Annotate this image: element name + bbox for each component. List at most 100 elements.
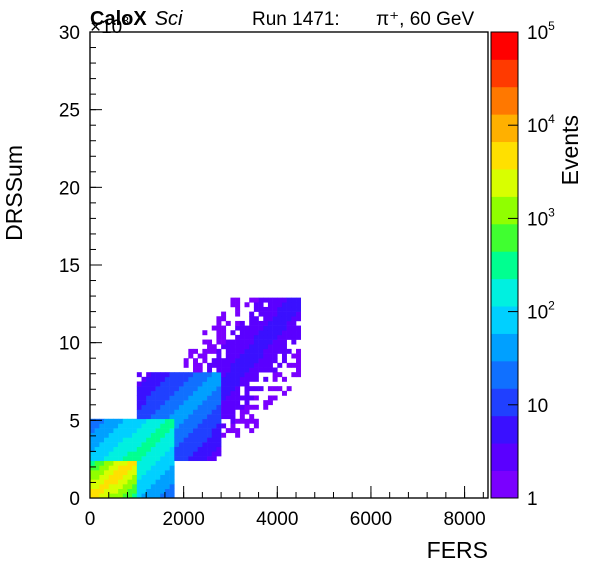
heatmap-cell	[197, 428, 203, 434]
heatmap-cell	[169, 386, 175, 392]
heatmap-cell	[281, 330, 287, 336]
heatmap-cell	[216, 404, 222, 410]
heatmap-cell	[235, 400, 241, 406]
heatmap-cell	[174, 446, 180, 452]
heatmap-cell	[108, 446, 114, 452]
heatmap-cell	[225, 381, 231, 387]
heatmap-cell	[94, 428, 100, 434]
heatmap-cell	[244, 423, 250, 429]
heatmap-cell	[174, 456, 180, 462]
heatmap-cell	[94, 465, 100, 471]
heatmap-cell	[164, 376, 170, 382]
heatmap-cell	[225, 390, 231, 396]
heatmap-cell	[169, 432, 175, 438]
heatmap-cell	[94, 493, 100, 499]
heatmap-cell	[160, 423, 166, 429]
heatmap-cell	[221, 404, 227, 410]
heatmap-cell	[164, 470, 170, 475]
heatmap-cell	[202, 381, 208, 387]
heatmap-cell	[155, 423, 161, 429]
heatmap-cell	[207, 367, 213, 373]
color-bar-segment	[491, 59, 518, 88]
heatmap-cell	[281, 390, 287, 396]
z-tick-label: 1	[527, 489, 538, 510]
color-bar-segment	[491, 196, 518, 225]
heatmap-cell	[253, 358, 259, 364]
heatmap-cell	[207, 400, 213, 406]
heatmap-cell	[258, 339, 264, 345]
heatmap-cell	[272, 334, 278, 340]
heatmap-cell	[118, 493, 124, 499]
heatmap-cell	[249, 330, 255, 336]
run-label: Run 1471:	[252, 9, 340, 30]
heatmap-cell	[230, 414, 236, 420]
heatmap-cell	[155, 470, 161, 475]
heatmap-cell	[286, 348, 292, 354]
heatmap-cell	[113, 418, 119, 424]
heatmap-cell	[174, 395, 180, 401]
heatmap-cell	[197, 353, 203, 359]
heatmap-cell	[118, 446, 124, 452]
heatmap-cell	[122, 493, 128, 499]
heatmap-cell	[272, 376, 278, 382]
heatmap-cell	[99, 460, 105, 466]
heatmap-cell	[141, 381, 147, 387]
heatmap-cell	[113, 479, 119, 485]
heatmap-cells	[90, 297, 302, 499]
heatmap-cell	[286, 334, 292, 340]
heatmap-cell	[188, 353, 194, 359]
heatmap-cell	[94, 474, 100, 480]
heatmap-cell	[202, 353, 208, 359]
heatmap-cell	[118, 432, 124, 438]
heatmap-cell	[207, 386, 213, 392]
heatmap-cell	[99, 432, 105, 438]
heatmap-cell	[136, 395, 142, 401]
heatmap-cell	[169, 442, 175, 448]
heatmap-cell	[216, 390, 222, 396]
heatmap-cell	[113, 423, 119, 429]
heatmap-cell	[169, 488, 175, 494]
heatmap-cell	[141, 479, 147, 485]
heatmap-cell	[160, 437, 166, 443]
heatmap-cell	[183, 456, 189, 462]
heatmap-cell	[230, 362, 236, 368]
heatmap-cell	[193, 451, 198, 457]
heatmap-cell	[239, 334, 245, 340]
heatmap-cell	[253, 339, 259, 345]
heatmap-cell	[127, 428, 133, 434]
heatmap-cell	[94, 442, 100, 448]
heatmap-cell	[239, 367, 245, 373]
heatmap-cell	[286, 316, 292, 322]
heatmap-cell	[155, 460, 161, 466]
heatmap-cell	[263, 306, 269, 312]
heatmap-cell	[281, 339, 287, 345]
heatmap-cell	[122, 456, 128, 462]
heatmap-cell	[239, 344, 245, 350]
heatmap-cell	[230, 353, 236, 359]
color-bar-segment	[491, 388, 518, 417]
heatmap-cell	[99, 456, 105, 462]
heatmap-cell	[249, 334, 255, 340]
heatmap-cell	[253, 404, 259, 410]
heatmap-cell	[211, 400, 217, 406]
heatmap-cell	[164, 414, 170, 420]
heatmap-cell	[225, 414, 231, 420]
heatmap-cell	[202, 409, 208, 415]
heatmap-cell	[146, 395, 152, 401]
x-tick-label: 8000	[443, 509, 485, 530]
heatmap-cell	[174, 409, 180, 415]
heatmap-cell	[160, 404, 166, 410]
heatmap-cell	[178, 414, 184, 420]
heatmap-cell	[193, 456, 198, 462]
heatmap-cell	[291, 316, 297, 322]
heatmap-cell	[230, 367, 236, 373]
heatmap-cell	[267, 316, 273, 322]
heatmap-cell	[286, 330, 292, 336]
heatmap-cell	[235, 372, 241, 378]
heatmap-cell	[169, 423, 175, 429]
heatmap-cell	[169, 414, 175, 420]
heatmap-cell	[160, 409, 166, 415]
heatmap-cell	[207, 456, 213, 462]
heatmap-cell	[291, 330, 297, 336]
heatmap-cell	[272, 306, 278, 312]
